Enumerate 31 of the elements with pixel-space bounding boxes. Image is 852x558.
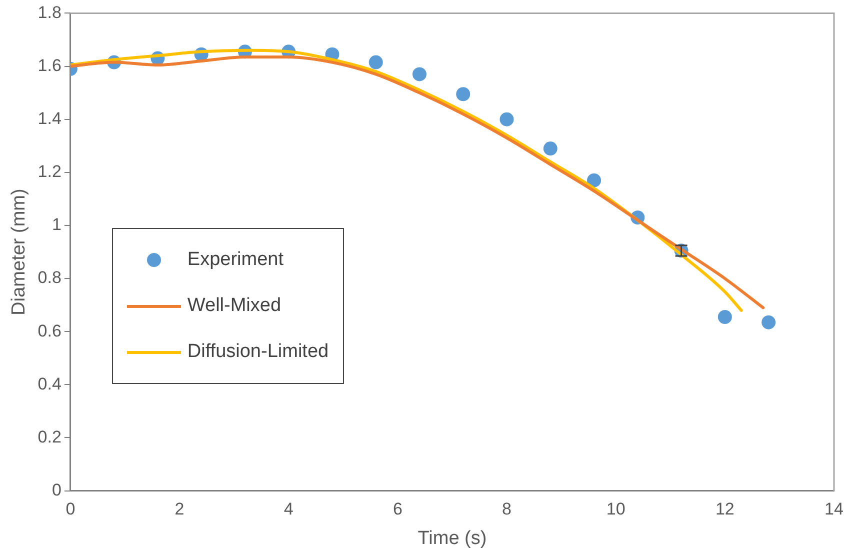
y-tick-label: 0.2 — [38, 427, 62, 446]
y-tick-label: 1.4 — [38, 109, 62, 128]
y-tick-label: 0.6 — [38, 321, 62, 340]
point — [456, 87, 470, 102]
y-tick-label: 1 — [52, 215, 62, 234]
point — [718, 310, 732, 324]
point — [500, 112, 514, 126]
x-tick-label: 6 — [392, 500, 402, 519]
legend-label: Experiment — [187, 249, 284, 272]
x-tick-label: 0 — [66, 500, 76, 519]
y-tick-label: 0.8 — [38, 268, 62, 288]
y-tick-label: 1.6 — [38, 56, 62, 75]
x-tick-label: 14 — [824, 500, 844, 519]
x-tick-label: 12 — [715, 500, 734, 519]
legend-label: Well-Mixed — [187, 295, 282, 318]
x-tick-label: 4 — [284, 500, 294, 519]
y-axis-title: Diameter (mm) — [8, 188, 30, 316]
y-tick-label: 1.8 — [38, 2, 62, 22]
point — [587, 173, 602, 188]
x-tick-label: 2 — [174, 500, 184, 519]
point — [762, 315, 776, 330]
point — [368, 55, 383, 70]
x-tick-label: 8 — [502, 500, 512, 519]
point — [543, 142, 558, 156]
y-tick-label: 1.2 — [38, 162, 62, 182]
x-axis-title: Time (s) — [418, 528, 487, 549]
x-tick-label: 10 — [606, 500, 626, 519]
y-tick-label: 0 — [52, 480, 62, 500]
point — [412, 67, 426, 82]
legend-label: Diffusion-Limited — [187, 341, 329, 364]
y-tick-label: 0.4 — [38, 374, 62, 394]
